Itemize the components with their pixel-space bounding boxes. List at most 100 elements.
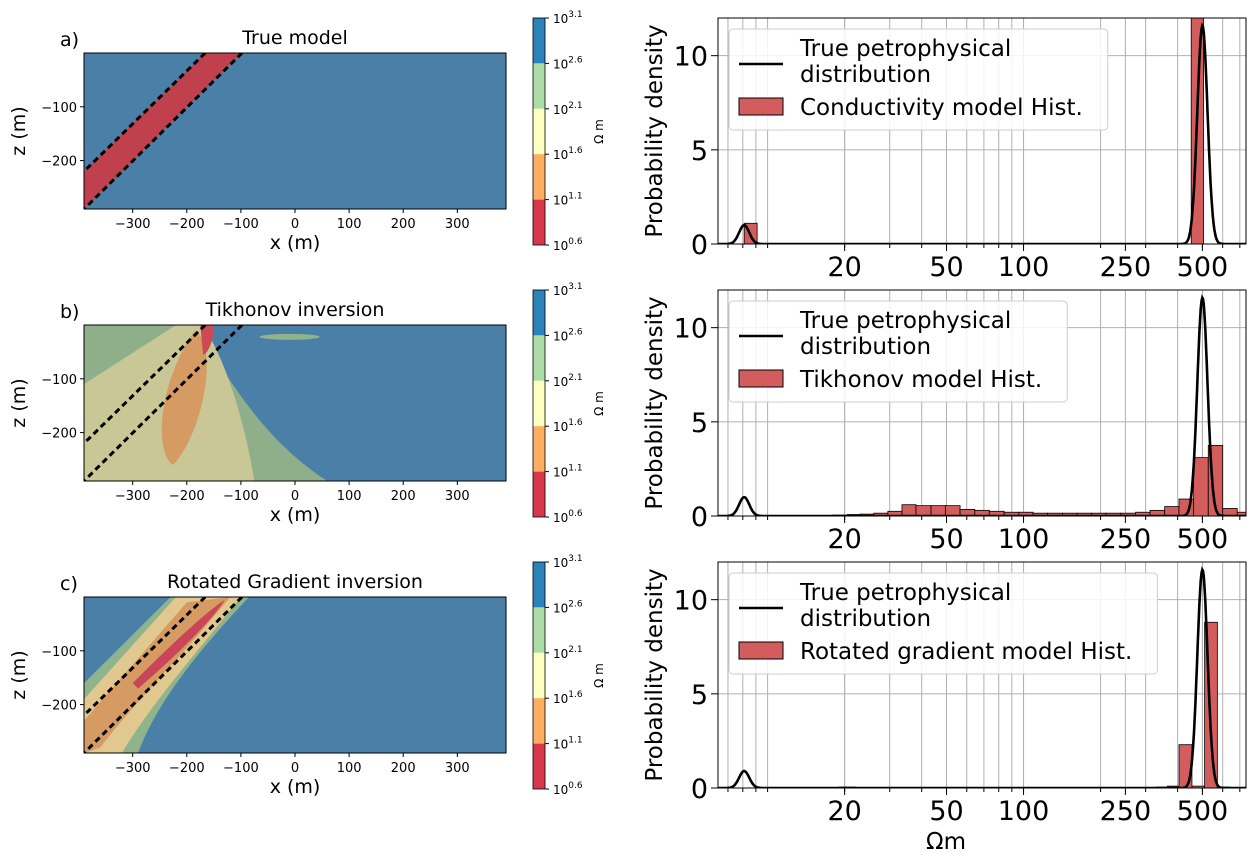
colorbar-tick-label: 102.1 bbox=[553, 645, 583, 661]
colorbar-tick-label: 103.1 bbox=[553, 282, 583, 298]
colorbar-band bbox=[533, 652, 545, 699]
dyke-boundary-upper bbox=[84, 597, 207, 717]
x-axis-label: x (m) bbox=[270, 232, 321, 254]
x-tick-label: 100 bbox=[998, 524, 1050, 555]
x-tick-label: −100 bbox=[223, 489, 259, 504]
panel-label: a) bbox=[60, 29, 79, 51]
x-tick-label: 500 bbox=[1177, 524, 1229, 555]
histogram-bar bbox=[1164, 506, 1180, 516]
y-tick-label: 5 bbox=[691, 136, 708, 167]
legend-box bbox=[728, 28, 1109, 131]
colorbar-tick-exponent: 0.6 bbox=[568, 237, 583, 247]
colorbar-tick-label: 100.6 bbox=[553, 781, 583, 797]
legend-box bbox=[728, 300, 1068, 403]
y-axis-label: z (m) bbox=[8, 650, 30, 699]
model-panels: −300 −200 −100 0 100 200 300 −100 −200 True model… bbox=[8, 10, 606, 798]
legend-line-label: True petrophysical bbox=[799, 580, 1011, 606]
x-tick-label: 100 bbox=[337, 761, 362, 776]
colorbar-band bbox=[533, 290, 545, 336]
colorbar-tick-label: 102.1 bbox=[553, 101, 583, 117]
colorbar-tick-exponent: 3.1 bbox=[568, 554, 582, 564]
model-panel: −300 −200 −100 0 100 200 300 −100 −200 Rotated Gr… bbox=[8, 554, 606, 798]
dyke-boundary-lower bbox=[84, 325, 244, 481]
histogram-bar bbox=[930, 505, 946, 516]
legend-line-label: True petrophysical bbox=[799, 36, 1011, 62]
colorbar-tick-label: 102.6 bbox=[553, 55, 583, 71]
model-field bbox=[84, 53, 506, 209]
histogram-bars bbox=[832, 444, 1246, 516]
colorbar-tick-exponent: 3.1 bbox=[568, 282, 582, 292]
x-tick-label: 50 bbox=[929, 796, 963, 827]
colorbar-tick-base: 10 bbox=[553, 375, 568, 389]
x-tick-label: 250 bbox=[1100, 524, 1152, 555]
colorbar-label: Ω m bbox=[592, 391, 606, 416]
colorbar-tick-label: 101.6 bbox=[553, 146, 583, 162]
y-tick-label: 10 bbox=[674, 314, 708, 345]
colorbar-tick-exponent: 1.6 bbox=[568, 690, 583, 700]
colorbar-tick-base: 10 bbox=[553, 647, 568, 661]
y-tick-label: 0 bbox=[691, 230, 708, 261]
x-tick-label: 100 bbox=[337, 489, 362, 504]
y-tick-label: 0 bbox=[691, 502, 708, 533]
legend-bar-label: Conductivity model Hist. bbox=[800, 95, 1083, 121]
legend-bar-label: Rotated gradient model Hist. bbox=[800, 639, 1132, 665]
colorbar-band bbox=[533, 18, 545, 64]
colorbar-band bbox=[533, 335, 545, 381]
x-tick-label: 200 bbox=[391, 761, 416, 776]
high-anomaly-zone bbox=[161, 330, 207, 465]
x-tick-label: 500 bbox=[1177, 796, 1229, 827]
y-tick-label: −100 bbox=[41, 645, 77, 660]
model-panel: −300 −200 −100 0 100 200 300 −100 −200 Tikhonov i… bbox=[8, 282, 606, 526]
x-tick-label: 50 bbox=[929, 252, 963, 283]
histogram-bar bbox=[944, 505, 961, 516]
colorbar-tick-label: 100.6 bbox=[553, 509, 583, 525]
y-axis-label: z (m) bbox=[8, 378, 30, 427]
colorbar-tick-base: 10 bbox=[553, 420, 568, 434]
colorbar-tick-exponent: 1.6 bbox=[568, 146, 583, 156]
colorbar-tick-base: 10 bbox=[553, 239, 568, 253]
colorbar-band bbox=[533, 743, 545, 789]
colorbar-frame bbox=[532, 561, 546, 790]
y-axis-label: z (m) bbox=[8, 106, 30, 155]
x-tick-label: −300 bbox=[115, 217, 151, 232]
legend-box bbox=[728, 572, 1158, 675]
x-tick-label: −200 bbox=[169, 217, 205, 232]
x-tick-label: 250 bbox=[1100, 252, 1152, 283]
legend-bar-swatch bbox=[738, 369, 784, 388]
colorbar-tick-label: 101.1 bbox=[553, 464, 583, 480]
x-tick-label: 0 bbox=[291, 489, 299, 504]
x-tick-label: −200 bbox=[169, 489, 205, 504]
panel-label: c) bbox=[60, 573, 78, 595]
model-panel: −300 −200 −100 0 100 200 300 −100 −200 True model… bbox=[8, 10, 606, 254]
y-tick-label: −200 bbox=[41, 427, 77, 442]
x-tick-label: 300 bbox=[445, 217, 470, 232]
peak-anomaly-zone bbox=[200, 325, 214, 355]
legend-line-label: distribution bbox=[800, 606, 931, 632]
colorbar-tick-label: 101.1 bbox=[553, 736, 583, 752]
colorbar-tick-base: 10 bbox=[553, 556, 568, 570]
colorbar-tick-label: 101.6 bbox=[553, 418, 583, 434]
y-tick-label: −200 bbox=[41, 155, 77, 170]
legend-line-label: True petrophysical bbox=[799, 308, 1011, 334]
colorbar-frame bbox=[532, 289, 546, 518]
panel-title: True model bbox=[241, 27, 348, 49]
colorbar-tick-base: 10 bbox=[553, 783, 568, 797]
dyke-boundary-upper bbox=[84, 325, 207, 445]
surface-artifact bbox=[259, 333, 320, 340]
panel-title: Tikhonov inversion bbox=[205, 299, 385, 321]
y-tick-label: −100 bbox=[41, 101, 77, 116]
x-tick-label: 20 bbox=[827, 796, 861, 827]
colorbar-tick-exponent: 1.1 bbox=[568, 464, 582, 474]
y-tick-label: −100 bbox=[41, 373, 77, 388]
colorbar-tick-exponent: 0.6 bbox=[568, 781, 583, 791]
legend-bar-swatch bbox=[738, 97, 784, 116]
colorbar-tick-exponent: 2.1 bbox=[568, 373, 582, 383]
colorbar-tick-label: 101.1 bbox=[553, 192, 583, 208]
